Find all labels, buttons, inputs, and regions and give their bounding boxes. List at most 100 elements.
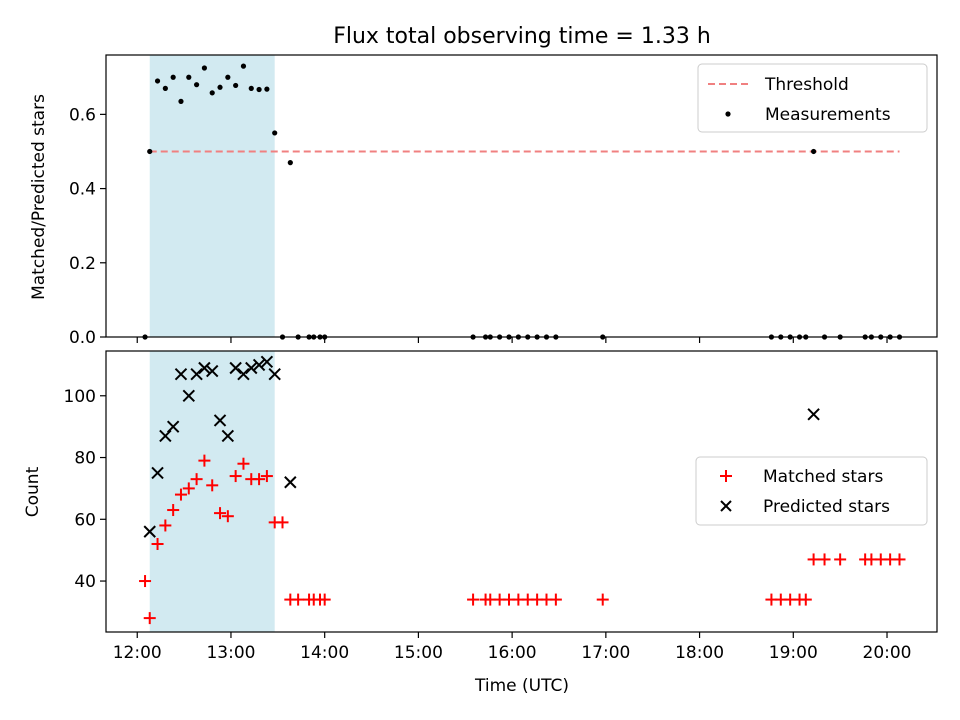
matched-star-point — [893, 553, 906, 566]
legend-measurements-label: Measurements — [765, 105, 891, 125]
x-tick-label: 19:00 — [769, 643, 818, 663]
predicted-star-point — [229, 361, 242, 375]
legend-predicted-swatch — [720, 500, 732, 512]
predicted-star-point — [190, 367, 203, 381]
top-y-tick-label: 0.2 — [69, 254, 96, 274]
predicted-star-point — [182, 389, 195, 402]
predicted-star-point — [807, 408, 820, 421]
bottom-y-tick-label: 60 — [74, 510, 96, 530]
x-tick-label: 13:00 — [206, 643, 255, 663]
bottom-legend: Matched stars Predicted stars — [695, 456, 928, 526]
matched-star-point — [253, 473, 266, 486]
matched-star-point — [276, 516, 289, 529]
matched-star-point — [198, 454, 211, 467]
legend-predicted-label: Predicted stars — [763, 497, 890, 517]
x-tick-label: 15:00 — [394, 643, 443, 663]
top-panel: 0.0 0.2 0.4 0.6 Matched/Predicted stars Thr… — [29, 54, 938, 348]
x-tick-label: 20:00 — [863, 643, 912, 663]
top-legend: Threshold Measurements — [697, 63, 928, 133]
predicted-star-point — [206, 364, 219, 378]
measurement-point — [217, 84, 223, 90]
matched-star-point — [214, 507, 227, 520]
chart-title: Flux total observing time = 1.33 h — [333, 24, 711, 49]
matched-star-point — [834, 553, 847, 566]
matched-star-point — [318, 593, 331, 606]
predicted-star-point — [159, 429, 172, 443]
x-tick-label: 12:00 — [113, 643, 162, 663]
measurement-point — [810, 148, 817, 155]
top-plot-frame — [105, 54, 938, 338]
measurement-point — [193, 82, 200, 88]
x-tick-label: 17:00 — [581, 643, 630, 663]
predicted-star-point — [260, 355, 274, 369]
measurement-point — [147, 148, 153, 155]
bottom-y-tick-label: 80 — [74, 449, 96, 469]
measurement-point — [225, 74, 231, 80]
measurement-point — [233, 82, 239, 89]
predicted-star-point — [245, 361, 258, 375]
legend-matched-swatch — [720, 470, 732, 482]
top-y-tick-label: 0.4 — [69, 180, 96, 200]
measurement-point — [240, 63, 247, 69]
top-y-tick-label: 0.6 — [69, 105, 96, 125]
predicted-star-point — [268, 367, 281, 381]
matched-star-point — [237, 457, 250, 470]
bottom-plot-frame — [105, 350, 938, 633]
matched-star-point — [807, 553, 820, 566]
bottom-y-tick-label: 100 — [64, 387, 96, 407]
measurement-point — [209, 90, 215, 96]
bottom-y-tick-label: 40 — [74, 572, 96, 592]
predicted-star-point — [198, 361, 211, 375]
matched-star-point — [292, 593, 305, 606]
predicted-star-point — [143, 525, 156, 538]
top-legend-box — [697, 63, 928, 133]
bottom-panel: 40 60 80 100 12:00 13:00 14:00 15:00 16:00 17:00… — [23, 350, 938, 696]
predicted-star-point — [237, 367, 250, 381]
x-axis-label: Time (UTC) — [474, 676, 569, 696]
measurement-point — [264, 86, 270, 92]
measurement-point — [201, 65, 208, 71]
x-tick-label: 14:00 — [300, 643, 349, 663]
matched-star-point — [167, 504, 180, 517]
matched-star-point — [151, 537, 164, 550]
legend-matched-label: Matched stars — [763, 467, 883, 487]
measurement-point — [248, 85, 254, 91]
x-tick-label: 16:00 — [488, 643, 537, 663]
predicted-star-point — [221, 429, 235, 443]
matched-star-point — [229, 470, 242, 483]
matched-star-point — [143, 612, 156, 625]
predicted-star-point — [166, 420, 180, 433]
measurement-point — [272, 130, 278, 136]
top-y-axis-label: Matched/Predicted stars — [29, 94, 49, 300]
top-y-tick-label: 0.0 — [69, 328, 96, 348]
matched-star-point — [818, 553, 831, 566]
matched-star-point — [182, 482, 195, 495]
measurement-point — [287, 160, 293, 166]
predicted-star-point — [284, 476, 297, 489]
matched-star-point — [206, 479, 219, 492]
predicted-star-point — [213, 414, 227, 427]
matched-star-point — [174, 488, 187, 501]
top-shaded-span — [149, 55, 275, 337]
predicted-star-point — [252, 358, 266, 372]
predicted-star-point — [151, 466, 164, 480]
legend-measurements-swatch — [725, 111, 731, 117]
bottom-legend-box — [695, 456, 928, 526]
x-tick-label: 18:00 — [675, 643, 724, 663]
matched-star-point — [159, 519, 172, 532]
matched-star-point — [221, 510, 234, 523]
matched-star-point — [467, 593, 480, 606]
measurement-point — [162, 85, 168, 91]
bottom-shaded-span — [149, 351, 275, 632]
measurement-point — [170, 74, 176, 80]
matched-star-point — [799, 593, 812, 606]
matched-star-point — [139, 575, 152, 588]
matched-star-point — [190, 473, 203, 486]
legend-threshold-label: Threshold — [764, 75, 849, 95]
measurement-point — [178, 98, 184, 104]
matched-star-point — [549, 593, 562, 606]
measurement-point — [256, 86, 262, 93]
measurement-point — [154, 78, 161, 84]
matched-star-point — [596, 593, 609, 606]
